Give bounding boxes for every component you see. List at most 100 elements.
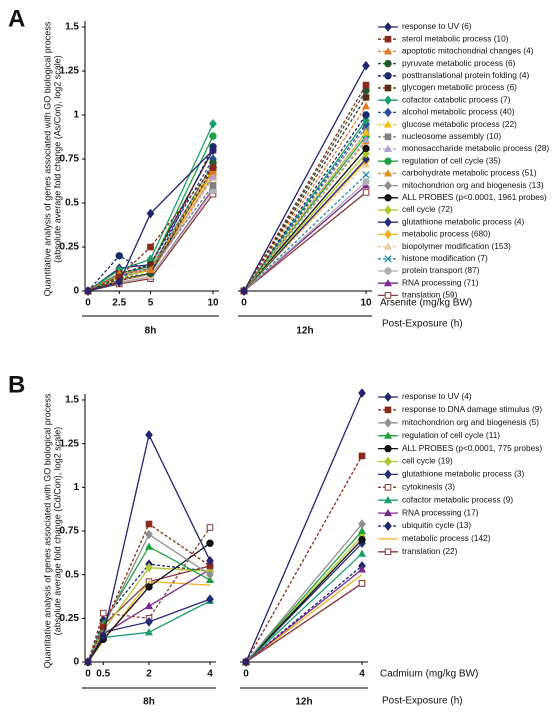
y-tick-label: 1.5 <box>65 395 79 406</box>
marker <box>384 205 392 215</box>
marker <box>384 392 392 402</box>
series-line <box>87 174 214 292</box>
series-line <box>243 191 367 292</box>
data-point <box>84 657 92 667</box>
data-point <box>145 520 153 528</box>
group-label: 12h <box>296 326 313 337</box>
x-tick-label: 10 <box>207 298 219 309</box>
series-line <box>245 523 363 663</box>
series <box>84 60 370 296</box>
y-axis-label: (absolute average fold change (Cd/Con), … <box>52 427 62 636</box>
series <box>84 531 366 667</box>
legend-label: histone modification (7) <box>402 253 488 263</box>
legend-label: glutathione metabolic process (3) <box>402 469 524 479</box>
data-point <box>362 94 370 101</box>
series-line <box>87 432 211 663</box>
data-point <box>362 171 370 179</box>
series-line <box>245 574 363 663</box>
data-point <box>145 583 153 591</box>
data-point <box>357 549 367 557</box>
legend-label: alcohol metabolic process (40) <box>402 107 515 117</box>
marker <box>384 95 392 106</box>
data-point <box>362 81 370 89</box>
data-point <box>357 526 367 535</box>
data-point <box>240 286 248 296</box>
y-tick-label: 0.5 <box>65 569 79 580</box>
data-point <box>206 594 214 604</box>
x-tick-label: 4 <box>207 669 213 680</box>
series-line <box>87 567 211 663</box>
marker <box>384 35 392 43</box>
legend-label: cell cycle (19) <box>402 456 453 466</box>
group-label: 8h <box>145 326 157 337</box>
y-tick-label: 1.25 <box>60 66 80 77</box>
data-point <box>361 128 371 136</box>
marker <box>383 508 393 517</box>
series <box>83 135 371 295</box>
y-tick-label: 0 <box>73 657 79 668</box>
x-tick-label: 0 <box>241 298 247 309</box>
legend-label: ALL PROBES (p<0.0001, 775 probes) <box>402 443 542 453</box>
legend-label: RNA processing (17) <box>402 507 479 517</box>
y-tick-label: 0.75 <box>60 526 80 537</box>
series <box>83 137 371 295</box>
data-point <box>115 277 124 288</box>
marker <box>383 47 393 55</box>
time-label: Post-Exposure (h) <box>382 696 463 707</box>
y-axis-label: Quantitative analysis of genes associate… <box>42 21 52 296</box>
series-line <box>243 84 367 292</box>
series-line <box>243 132 367 292</box>
data-point <box>206 524 214 531</box>
legend-label: cofactor metabolic process (9) <box>402 494 513 504</box>
marker <box>384 229 392 240</box>
data-point <box>358 452 366 460</box>
data-point <box>145 562 153 573</box>
marker <box>384 469 392 480</box>
legend-label: protein transport (87) <box>402 265 480 275</box>
series-line <box>87 149 214 292</box>
panel-letter: A <box>8 5 25 32</box>
legend-label: response to UV (6) <box>402 21 472 31</box>
data-point <box>361 135 371 143</box>
marker <box>384 84 392 92</box>
legend-label: posttranslational protein folding (4) <box>402 70 530 80</box>
data-point <box>358 388 366 398</box>
series-line <box>87 170 214 292</box>
legend-label: carbohydrate metabolic process (51) <box>402 168 537 178</box>
x-tick-label: 2.5 <box>112 298 126 309</box>
series-line <box>87 162 214 292</box>
data-point <box>147 243 154 251</box>
series-line <box>87 542 211 663</box>
legend-label: translation (59) <box>402 290 458 300</box>
y-tick-label: 0.75 <box>60 154 80 165</box>
data-point <box>358 536 366 544</box>
x-tick-label: 5 <box>148 298 154 309</box>
data-point <box>205 575 215 583</box>
series-line <box>245 539 363 663</box>
series <box>84 388 366 667</box>
legend-label: regulation of cell cycle (35) <box>402 155 501 165</box>
group-label: 12h <box>295 697 312 708</box>
legend-label: glucose metabolic process (22) <box>402 119 517 129</box>
legend-label: mitochondrion org and biogenesis (13) <box>402 180 544 190</box>
x-tick-label: 10 <box>360 298 372 309</box>
y-tick-label: 0.25 <box>60 613 80 624</box>
legend-label: glycogen metabolic process (6) <box>402 82 517 92</box>
series <box>84 536 366 666</box>
legend-label: monosaccharide metabolic process (28) <box>402 143 549 153</box>
data-point <box>209 145 217 156</box>
legend-label: RNA processing (71) <box>402 277 479 287</box>
y-tick-label: 0 <box>73 286 79 297</box>
series-line <box>243 123 367 292</box>
series-line <box>243 135 367 292</box>
x-tick-label: 0 <box>85 298 91 309</box>
series-line <box>243 174 367 292</box>
legend-label: translation (22) <box>402 546 458 556</box>
marker <box>383 144 393 153</box>
legend-label: cytokinesis (3) <box>402 481 455 491</box>
marker <box>384 267 392 275</box>
series-line <box>243 139 367 292</box>
series-line <box>243 119 367 292</box>
legend-label: cofactor catabolic process (7) <box>402 94 511 104</box>
marker <box>384 72 392 80</box>
